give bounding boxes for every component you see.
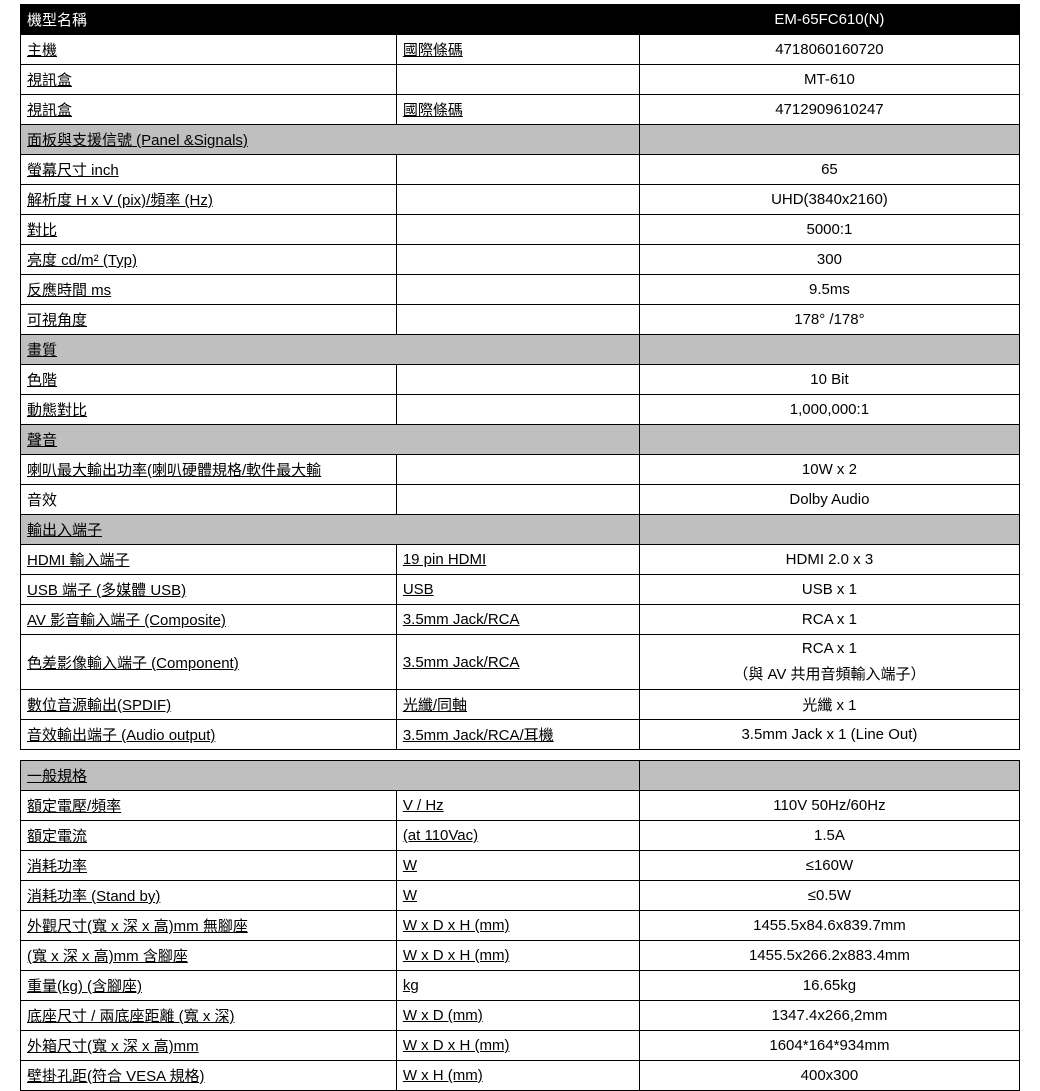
table-row: 輸出入端子 [21,515,1020,545]
gap-row [21,750,1020,761]
table-row: 音效輸出端子 (Audio output)3.5mm Jack/RCA/耳機3.… [21,720,1020,750]
table-row: 亮度 cd/m² (Typ)300 [21,245,1020,275]
table-row: 對比5000:1 [21,215,1020,245]
table-row: 可視角度178° /178° [21,305,1020,335]
table-row: 螢幕尺寸 inch65 [21,155,1020,185]
table-row: 面板與支援信號 (Panel &Signals) [21,125,1020,155]
table-row: 視訊盒MT-610 [21,65,1020,95]
table-row: 色差影像輸入端子 (Component)3.5mm Jack/RCARCA x … [21,635,1020,690]
table-row: 外箱尺寸(寬 x 深 x 高)mmW x D x H (mm)1604*164*… [21,1031,1020,1061]
table-row: 色階10 Bit [21,365,1020,395]
table-row: (寬 x 深 x 高)mm 含腳座W x D x H (mm)1455.5x26… [21,941,1020,971]
table-row: USB 端子 (多媒體 USB)USBUSB x 1 [21,575,1020,605]
table-row: 數位音源輸出(SPDIF)光纖/同軸光纖 x 1 [21,690,1020,720]
table-row: 機型名稱EM-65FC610(N) [21,5,1020,35]
table-row: 消耗功率 (Stand by)W≤0.5W [21,881,1020,911]
table-row: 解析度 H x V (pix)/頻率 (Hz)UHD(3840x2160) [21,185,1020,215]
spec-table: 機型名稱EM-65FC610(N)主機國際條碼4718060160720視訊盒M… [20,4,1020,1091]
table-row: HDMI 輸入端子19 pin HDMIHDMI 2.0 x 3 [21,545,1020,575]
table-row: 底座尺寸 / 兩底座距離 (寬 x 深)W x D (mm)1347.4x266… [21,1001,1020,1031]
table-row: 視訊盒國際條碼4712909610247 [21,95,1020,125]
table-row: 外觀尺寸(寬 x 深 x 高)mm 無腳座W x D x H (mm)1455.… [21,911,1020,941]
table-row: 重量(kg) (含腳座)kg16.65kg [21,971,1020,1001]
table-row: 聲音 [21,425,1020,455]
table-row: 一般規格 [21,761,1020,791]
table-row: 額定電流(at 110Vac)1.5A [21,821,1020,851]
table-row: 音效Dolby Audio [21,485,1020,515]
table-row: 壁掛孔距(符合 VESA 規格)W x H (mm)400x300 [21,1061,1020,1091]
table-row: 喇叭最大輸出功率(喇叭硬體規格/軟件最大輸10W x 2 [21,455,1020,485]
table-row: 反應時間 ms9.5ms [21,275,1020,305]
table-row: 主機國際條碼4718060160720 [21,35,1020,65]
table-row: 動態對比1,000,000:1 [21,395,1020,425]
table-row: 畫質 [21,335,1020,365]
table-row: 消耗功率W≤160W [21,851,1020,881]
table-row: 額定電壓/頻率V / Hz110V 50Hz/60Hz [21,791,1020,821]
table-row: AV 影音輸入端子 (Composite)3.5mm Jack/RCARCA x… [21,605,1020,635]
